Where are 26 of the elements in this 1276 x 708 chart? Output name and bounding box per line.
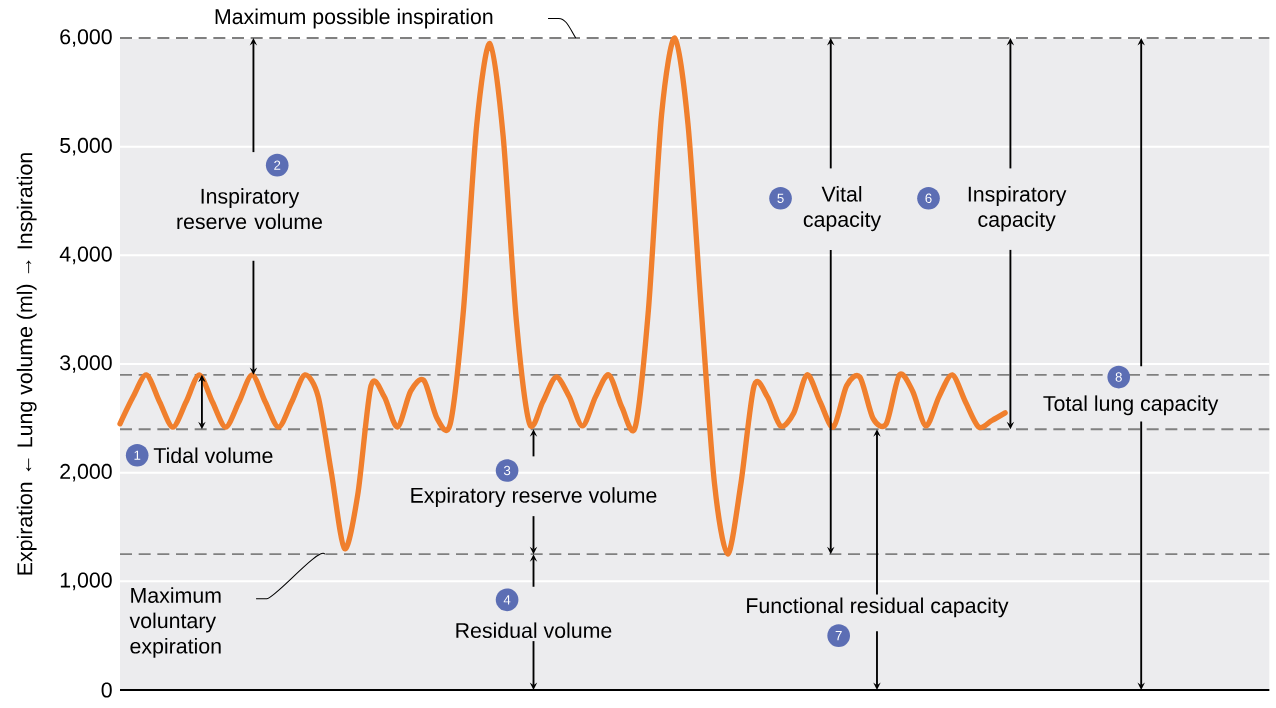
annotation: Inspiratory reserve volume: [177, 188, 322, 230]
annotation: 6: [925, 193, 932, 203]
annotation: Vital capacity: [803, 186, 882, 232]
annotation: Total lung capacity: [1043, 395, 1219, 416]
y-tick-label: 0: [101, 682, 112, 698]
annotation: Residual volume: [456, 622, 612, 639]
annotation: 2: [274, 160, 281, 170]
y-tick-label: 3,000: [60, 355, 112, 373]
annotation: Expiratory reserve volume: [411, 487, 657, 508]
annotation: 4: [503, 595, 511, 605]
annotation: Tidal volume: [153, 447, 273, 464]
annotation: Inspiratory capacity: [968, 186, 1067, 232]
y-axis-title: Expiration ← Lung volume (ml) → Inspiration: [16, 153, 37, 575]
ref-line-label: Maximum possible inspiration: [215, 8, 493, 29]
y-tick-label: 2,000: [60, 463, 112, 482]
ref-line-label: Maximum voluntary expiration: [129, 587, 221, 658]
y-tick-label: 4,000: [59, 246, 112, 265]
annotation: 1: [134, 450, 141, 460]
annotation: 7: [835, 631, 842, 641]
y-tick-label: 1,000: [60, 572, 112, 591]
annotation: Functional residual capacity: [747, 597, 1009, 618]
annotation: 5: [777, 193, 784, 203]
annotation: 3: [503, 465, 511, 476]
y-tick-label: 5,000: [60, 137, 112, 156]
annotation: 8: [1115, 372, 1122, 382]
y-tick-label: 6,000: [60, 29, 112, 47]
